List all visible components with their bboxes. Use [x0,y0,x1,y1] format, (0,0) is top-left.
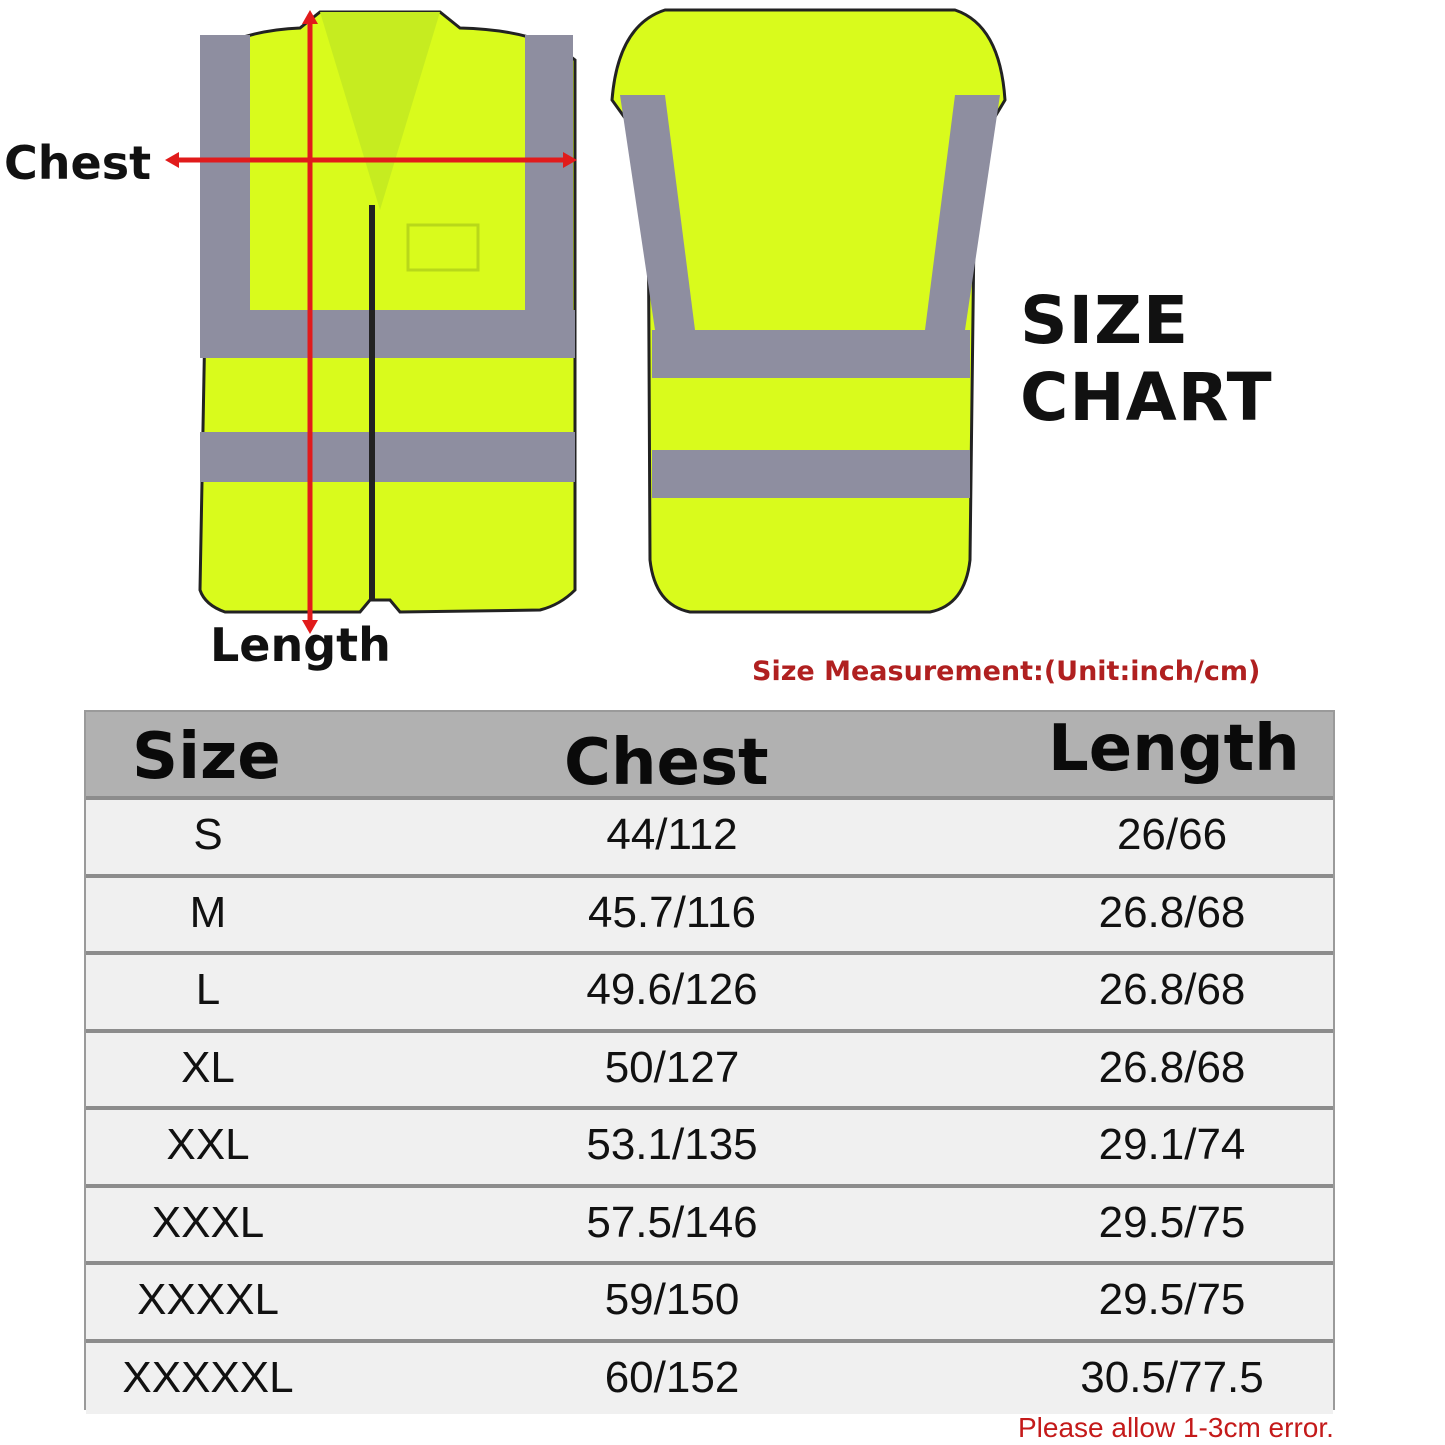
size-chart-title: SIZE CHART [1020,282,1273,436]
cell-size: L [195,965,221,1014]
cell-size: M [189,887,227,937]
cell-chest: 44/112 [606,810,738,859]
cell-length: 26.8/68 [1098,887,1246,937]
cell-chest: 45.7/116 [587,887,757,937]
table-row: XXXXXL 60/152 30.5/77.5 [86,1338,1333,1414]
cell-chest: 49.6/126 [586,965,758,1014]
cell-length: 29.5/75 [1098,1275,1246,1324]
header-size: Size [132,720,281,794]
cell-size: XXXL [151,1197,265,1247]
table-row: M 45.7/116 26.8/68 [86,873,1333,949]
cell-size: XXL [166,1120,250,1169]
cell-length: 26.8/68 [1098,1042,1246,1092]
cell-length: 29.1/74 [1098,1120,1246,1169]
chest-label: Chest [4,136,152,190]
cell-size: XXXXXL [122,1352,294,1402]
cell-length: 30.5/77.5 [1080,1352,1264,1402]
vest-front [165,10,577,634]
vest-illustration [165,8,1007,634]
table-row: S 44/112 26/66 [86,796,1333,871]
table-header: Size Chest Length [86,712,1333,800]
header-length: Length [1048,712,1300,786]
length-label: Length [210,618,391,672]
cell-chest: 60/152 [604,1352,740,1402]
table-row: L 49.6/126 26.8/68 [86,951,1333,1026]
cell-chest: 59/150 [604,1275,740,1324]
cell-size: XXXXL [137,1275,279,1324]
table-row: XXL 53.1/135 29.1/74 [86,1106,1333,1181]
table-row: XL 50/127 26.8/68 [86,1028,1333,1104]
cell-length: 26.8/68 [1098,965,1246,1014]
error-note: Please allow 1-3cm error. [1018,1412,1334,1443]
cell-chest: 57.5/146 [586,1197,758,1247]
vest-back [610,8,1007,614]
table-row: XXXXL 59/150 29.5/75 [86,1261,1333,1336]
cell-length: 26/66 [1116,810,1228,859]
size-table: Size Chest Length S 44/112 26/66 M 45.7/116 2… [84,710,1335,1414]
cell-size: XL [181,1042,235,1092]
cell-size: S [193,810,223,859]
header-chest: Chest [564,726,769,800]
cell-length: 29.5/75 [1098,1197,1246,1247]
unit-note: Size Measurement:(Unit:inch/cm) [752,656,1261,687]
table-row: XXXL 57.5/146 29.5/75 [86,1183,1333,1259]
cell-chest: 53.1/135 [586,1120,758,1169]
cell-chest: 50/127 [604,1042,740,1092]
